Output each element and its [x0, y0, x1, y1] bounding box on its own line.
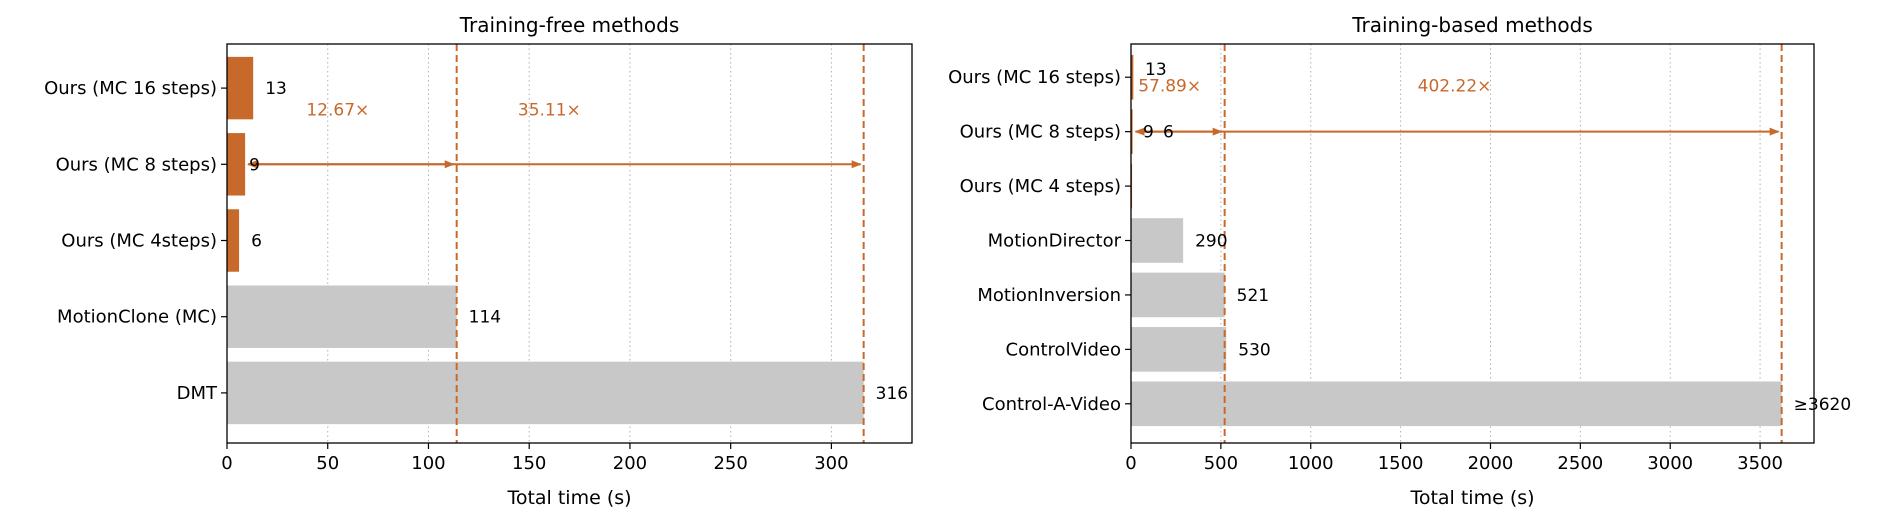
x-tick-label: 50 [316, 453, 339, 474]
panel-training-free: 12.67× 35.11× 13 9 6 114 316 Ours (MC 16 steps)… [44, 13, 913, 509]
x-tick-label: 200 [613, 453, 647, 474]
category-label: MotionDirector [988, 231, 1122, 252]
value-label: 6 [1163, 123, 1174, 143]
x-tick-label: 1500 [1378, 453, 1424, 474]
x-tick-label: 3000 [1647, 453, 1693, 474]
ratio-label: 12.67× [306, 101, 369, 121]
x-tick-label: 0 [221, 453, 232, 474]
x-axis-label: Total time (s) [506, 487, 631, 509]
plot-frame [226, 43, 913, 444]
x-tick-label: 3500 [1737, 453, 1783, 474]
category-label: Ours (MC 16 steps) [948, 67, 1121, 88]
value-label: 530 [1238, 340, 1270, 360]
x-tick-label: 2000 [1468, 453, 1514, 474]
category-label: Ours (MC 8 steps) [56, 154, 217, 175]
category-label: Ours (MC 4 steps) [960, 176, 1121, 197]
category-label: ControlVideo [1006, 339, 1122, 360]
ratio-label: 57.89× [1138, 76, 1201, 96]
x-tick-label: 300 [814, 453, 848, 474]
bar [227, 285, 457, 348]
value-label: 9 [1143, 123, 1154, 143]
value-label: 13 [1145, 60, 1167, 80]
x-tick-label: 250 [713, 453, 747, 474]
x-tick-label: 150 [512, 453, 546, 474]
bar [227, 361, 864, 425]
bar [1131, 54, 1134, 100]
bar [1131, 218, 1184, 263]
ratio-label: 402.22× [1418, 76, 1492, 96]
value-label: 316 [876, 384, 908, 404]
plot-frame [1130, 43, 1815, 444]
value-label: 521 [1237, 286, 1269, 306]
chart-title: Training-based methods [1351, 13, 1593, 37]
ratio-label: 35.11× [518, 101, 581, 121]
value-label: ≥3620 [1794, 395, 1852, 415]
bar [227, 56, 254, 120]
category-label: Ours (MC 16 steps) [44, 78, 217, 99]
value-label: 114 [469, 308, 501, 328]
bar [1131, 109, 1133, 154]
x-tick-label: 100 [411, 453, 445, 474]
category-label: Control-A-Video [982, 394, 1121, 415]
category-label: Ours (MC 4steps) [61, 231, 217, 252]
category-label: MotionInversion [977, 285, 1121, 306]
x-tick-label: 2500 [1557, 453, 1603, 474]
value-label: 13 [265, 79, 287, 99]
x-tick-label: 1000 [1288, 453, 1334, 474]
category-label: DMT [177, 383, 218, 404]
bar [1131, 327, 1227, 372]
bar [1131, 272, 1225, 318]
panel-training-based: 57.89× 402.22× 13 9 6 290 521 530 ≥3620 Ours (MC … [948, 13, 1851, 509]
x-tick-label: 500 [1204, 453, 1238, 474]
x-tick-label: 0 [1125, 453, 1136, 474]
bar [227, 133, 246, 196]
ratio-labels: 12.67× 35.11× [306, 101, 580, 121]
value-label: 6 [251, 232, 262, 252]
bar [1131, 381, 1782, 427]
value-label: 9 [249, 155, 260, 175]
bar [227, 209, 240, 272]
chart-title: Training-free methods [459, 13, 680, 37]
category-label: Ours (MC 8 steps) [960, 122, 1121, 143]
value-label: 290 [1195, 232, 1227, 252]
category-label: MotionClone (MC) [57, 307, 217, 328]
x-axis-label: Total time (s) [1409, 487, 1534, 509]
ratio-labels: 57.89× 402.22× [1138, 76, 1491, 96]
